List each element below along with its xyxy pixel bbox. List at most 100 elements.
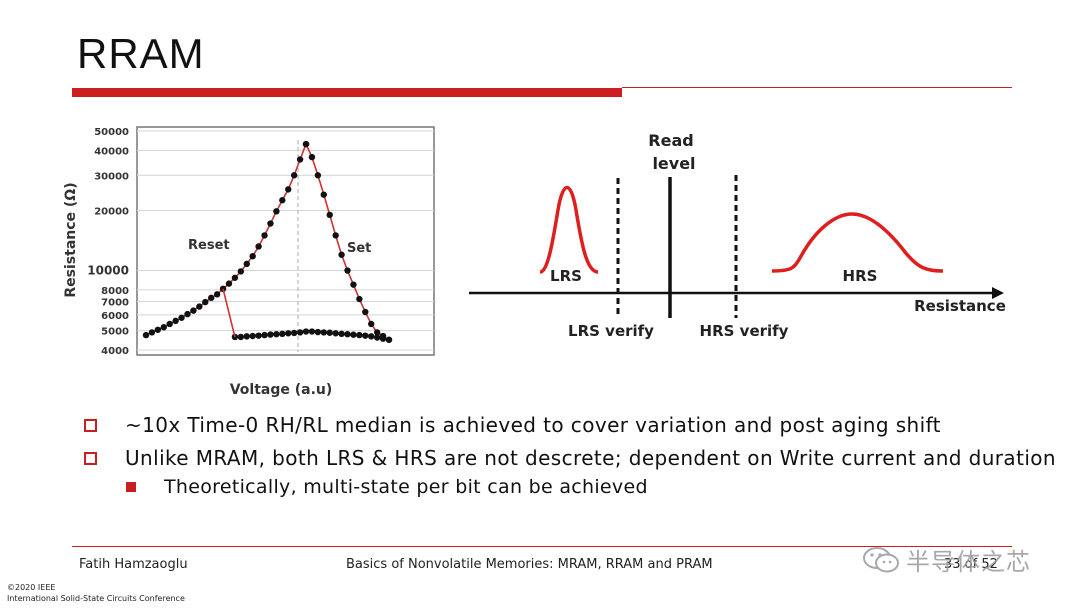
data-point [368, 333, 375, 340]
data-point [142, 331, 150, 339]
data-point [273, 330, 280, 338]
title-underline-rule [622, 87, 1012, 88]
data-point [184, 310, 191, 318]
data-point [326, 329, 333, 336]
data-point [332, 330, 339, 337]
y-axis-label: Resistance (Ω) [63, 182, 79, 297]
data-point [308, 328, 316, 335]
resistance-axis-label: Resistance [914, 297, 1006, 315]
lrs-verify-label: LRS verify [568, 322, 654, 340]
data-point [379, 335, 387, 342]
data-point [196, 303, 203, 310]
data-point [332, 232, 339, 239]
footer-copyright: ©2020 IEEE [7, 583, 56, 592]
y-tick-label: 6000 [101, 311, 129, 322]
footer-page-number: 33 of 52 [944, 557, 998, 572]
data-point [338, 251, 345, 258]
y-tick-label: 4000 [101, 346, 129, 357]
data-point [362, 332, 369, 339]
data-point [290, 329, 298, 337]
data-point [356, 331, 363, 339]
bullet-text: ~10x Time-0 RH/RL median is achieved to … [125, 413, 941, 437]
axis-arrowhead [992, 287, 1004, 299]
data-point [166, 320, 173, 328]
data-point [285, 330, 292, 337]
data-point [213, 291, 221, 298]
data-point [385, 336, 393, 343]
data-point [237, 268, 245, 275]
hollow-square-bullet-icon [84, 452, 97, 465]
lrs-label: LRS [550, 267, 582, 285]
data-point [279, 330, 286, 338]
data-point [344, 267, 351, 274]
footer-rule [72, 546, 1012, 547]
data-point [154, 326, 162, 333]
data-point [296, 329, 304, 336]
data-point [190, 307, 197, 314]
data-point [302, 328, 310, 335]
y-tick-label: 40000 [94, 146, 129, 157]
watermark-text: 半导体之芯 [906, 548, 1031, 576]
filled-square-bullet-icon [126, 482, 136, 492]
watermark: 半导体之芯 [862, 542, 1031, 577]
slide-title: RRAM [77, 30, 205, 77]
data-point [350, 331, 357, 338]
data-point [249, 332, 256, 340]
bullet-item: ~10x Time-0 RH/RL median is achieved to … [84, 412, 1064, 439]
data-point [225, 280, 233, 287]
hrs-verify-label: HRS verify [700, 322, 789, 340]
data-point [267, 220, 274, 227]
data-point [148, 329, 156, 336]
data-point [344, 330, 351, 338]
data-point [261, 232, 268, 239]
data-point [296, 156, 304, 163]
sub-bullet-item: Theoretically, multi-state per bit can b… [126, 474, 1064, 500]
data-point [231, 274, 239, 281]
annotation-reset: Reset [188, 238, 230, 253]
data-point [308, 153, 316, 161]
data-point [237, 333, 245, 341]
y-tick-label: 5000 [101, 327, 129, 338]
data-point [160, 324, 167, 331]
hrs-label: HRS [843, 267, 878, 285]
data-point [261, 331, 268, 339]
bullet-item: Unlike MRAM, both LRS & HRS are not desc… [84, 445, 1064, 472]
bullet-list: ~10x Time-0 RH/RL median is achieved to … [84, 412, 1064, 500]
data-point [368, 320, 375, 328]
data-point [290, 172, 298, 179]
wechat-icon [863, 546, 899, 572]
series-connector [222, 288, 236, 338]
data-point [207, 294, 215, 302]
data-point [279, 197, 286, 204]
data-point [314, 172, 322, 179]
series-line-reset [145, 143, 307, 336]
data-point [178, 314, 185, 321]
data-point [326, 211, 333, 219]
y-tick-label: 30000 [94, 171, 129, 182]
data-point [202, 298, 209, 306]
data-point [172, 317, 179, 325]
data-point [285, 186, 292, 193]
data-point [255, 243, 262, 250]
y-tick-label: 7000 [101, 297, 129, 308]
data-point [373, 334, 381, 341]
hollow-square-bullet-icon [84, 419, 97, 432]
title-underline-bar [72, 88, 622, 97]
data-point [249, 252, 256, 260]
bullet-text: Unlike MRAM, both LRS & HRS are not desc… [125, 446, 1056, 470]
footer-course-title: Basics of Nonvolatile Memories: MRAM, RR… [346, 557, 713, 572]
footer-conference: International Solid-State Circuits Confe… [7, 594, 185, 603]
footer-author: Fatih Hamzaoglu [79, 557, 188, 572]
data-point [243, 333, 250, 340]
data-point [320, 191, 328, 198]
resistance-distribution-diagram: LRS HRS Read level LRS verify HRS verify … [469, 131, 1006, 340]
data-point [255, 332, 262, 339]
data-point [350, 281, 357, 288]
annotation-set: Set [347, 241, 371, 256]
sub-bullet-text: Theoretically, multi-state per bit can b… [164, 476, 648, 498]
data-series [142, 140, 393, 343]
data-point [373, 329, 381, 336]
